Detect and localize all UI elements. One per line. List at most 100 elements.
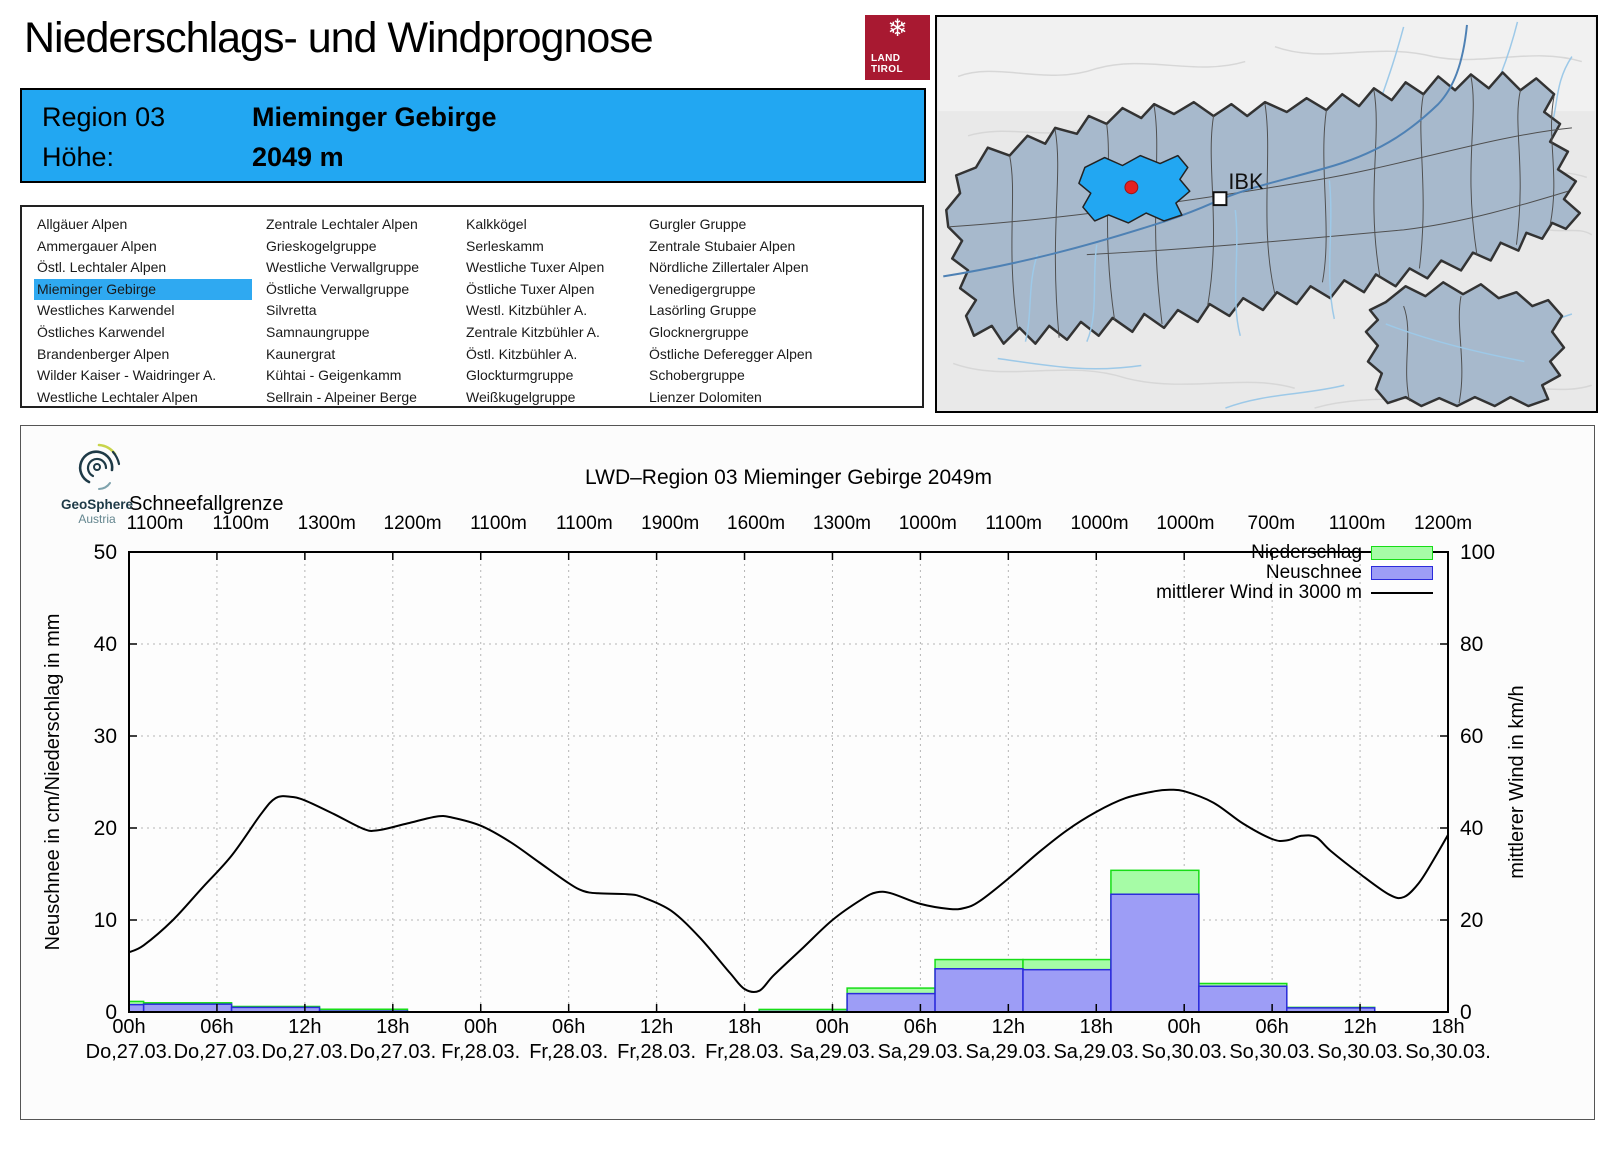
wind-line (128, 788, 1449, 994)
x-tick-hour: 06h (1255, 1016, 1288, 1038)
region-item[interactable]: Weißkugelgruppe (466, 388, 576, 405)
x-tick-date: Fr,28.03. (617, 1041, 696, 1063)
snowline-value: 1000m (899, 513, 957, 534)
region-item[interactable]: Lienzer Dolomiten (649, 388, 762, 405)
region-item[interactable]: Zentrale Kitzbühler A. (466, 323, 600, 340)
x-tick-date: So,30.03. (1229, 1041, 1315, 1063)
legend-niederschlag-label: Niederschlag (1251, 541, 1362, 563)
map-svg: IBK (938, 17, 1595, 411)
region-item[interactable]: Grieskogelgruppe (266, 237, 377, 254)
snowline-value: 1200m (1414, 513, 1472, 534)
snowline-value: 1100m (985, 513, 1042, 534)
region-item[interactable]: Silvretta (266, 302, 317, 319)
x-tick-date: So,30.03. (1141, 1041, 1227, 1063)
legend-neuschnee-label: Neuschnee (1265, 561, 1362, 583)
snow-bar (934, 968, 1024, 1013)
region-list-column: Zentrale Lechtaler Alpen Grieskogelgruppe… (263, 214, 463, 406)
x-tick-date: Fr,28.03. (705, 1041, 784, 1063)
right-axis-tick: 40 (1460, 817, 1483, 840)
left-axis-tick: 20 (94, 817, 117, 840)
region-item[interactable]: Östliche Tuxer Alpen (466, 280, 595, 297)
geosphere-mark-icon (78, 443, 121, 490)
region-item[interactable]: Nördliche Zillertaler Alpen (649, 259, 809, 276)
region-item[interactable]: Westliches Karwendel (37, 302, 175, 319)
ibk-label: IBK (1228, 169, 1264, 194)
left-axis-tick: 0 (105, 1001, 117, 1024)
region-item[interactable]: Sellrain - Alpeiner Berge (266, 388, 417, 405)
chart-title: LWD–Region 03 Mieminger Gebirge 2049m (585, 466, 992, 489)
page-title: Niederschlags- und Windprognose (24, 14, 654, 62)
x-tick-hour: 06h (552, 1016, 585, 1038)
snowline-value: 1300m (298, 513, 356, 534)
snow-bar (846, 992, 936, 1013)
geosphere-name: GeoSphere (60, 497, 134, 512)
region-item[interactable]: Ammergauer Alpen (37, 237, 157, 254)
x-tick-hour: 12h (640, 1016, 673, 1038)
x-tick-date: Do,27.03. (86, 1041, 173, 1063)
geosphere-logo: GeoSphere Austria (47, 442, 147, 526)
region-item[interactable]: Brandenberger Alpen (37, 345, 170, 362)
x-tick-date: Sa,29.03. (1053, 1041, 1139, 1063)
snow-bar (142, 1003, 233, 1013)
drau-river (1385, 323, 1525, 363)
niederschlag-swatch (1371, 545, 1433, 560)
snow-bar (1110, 893, 1200, 1013)
region-item[interactable]: Westliche Lechtaler Alpen (37, 388, 198, 405)
snow-bar (128, 1003, 145, 1013)
region-list-column: Gurgler Gruppe Zentrale Stubaier Alpen Nör… (646, 214, 916, 406)
region-item[interactable]: Gurgler Gruppe (649, 216, 747, 232)
region-item[interactable]: Glocknergruppe (649, 323, 749, 340)
region-number-label: Region 03 (42, 102, 166, 132)
x-tick-hour: 18h (728, 1016, 761, 1038)
region-item[interactable]: Kalkkögel (466, 216, 527, 232)
land-tirol-logo-text: LAND TIROL (871, 53, 903, 75)
region-item-selected[interactable]: Mieminger Gebirge (34, 278, 252, 301)
snowline-value: 1300m (813, 513, 871, 534)
region-list-column: Kalkkögel Serleskamm Westliche Tuxer Alpen… (463, 214, 646, 406)
region-item[interactable]: Kaunergrat (266, 345, 336, 362)
x-tick-hour: 06h (200, 1016, 233, 1038)
x-tick-hour: 00h (1168, 1016, 1201, 1038)
left-axis-tick: 40 (94, 633, 117, 656)
legend-wind-label: mittlerer Wind in 3000 m (1156, 581, 1362, 603)
region-item[interactable]: Glockturmgruppe (466, 367, 574, 384)
x-tick-hour: 18h (376, 1016, 409, 1038)
snowline-value: 1600m (727, 513, 785, 534)
ibk-marker (1212, 191, 1228, 207)
x-tick-hour: 12h (288, 1016, 321, 1038)
region-item[interactable]: Östliche Deferegger Alpen (649, 345, 813, 362)
region-item[interactable]: Östliche Verwallgruppe (266, 280, 410, 297)
wind-line-swatch (1371, 591, 1433, 594)
right-axis-tick: 100 (1460, 541, 1495, 564)
neuschnee-swatch (1371, 565, 1433, 580)
region-item[interactable]: Westliche Verwallgruppe (266, 259, 420, 276)
region-item[interactable]: Wilder Kaiser - Waidringer A. (37, 367, 217, 384)
region-item[interactable]: Östl. Kitzbühler A. (466, 345, 578, 362)
left-axis-tick: 50 (94, 541, 117, 564)
region-item[interactable]: Allgäuer Alpen (37, 216, 128, 232)
region-item[interactable]: Zentrale Stubaier Alpen (649, 237, 796, 254)
region-item[interactable]: Zentrale Lechtaler Alpen (266, 216, 418, 232)
x-tick-hour: 12h (1343, 1016, 1376, 1038)
region-item[interactable]: Westl. Kitzbühler A. (466, 302, 588, 319)
x-tick-hour: 00h (112, 1016, 145, 1038)
region-item[interactable]: Lasörling Gruppe (649, 302, 757, 319)
region-list: Allgäuer Alpen Ammergauer Alpen Östl. Lech… (20, 205, 924, 408)
region-item[interactable]: Östliches Karwendel (37, 323, 165, 340)
region-item[interactable]: Serleskamm (466, 237, 544, 254)
x-tick-date: Do,27.03. (349, 1041, 436, 1063)
region-item[interactable]: Kühtai - Geigenkamm (266, 367, 402, 384)
region-item[interactable]: Schobergruppe (649, 367, 745, 384)
chart-legend: Niederschlag Neuschnee mittlerer Wind in… (1156, 541, 1433, 603)
x-tick-hour: 00h (816, 1016, 849, 1038)
x-tick-hour: 18h (1431, 1016, 1464, 1038)
elevation-label: Höhe: (42, 142, 115, 172)
region-item[interactable]: Samnaungruppe (266, 323, 370, 340)
tirol-overview-map: IBK (935, 15, 1598, 413)
snowline-value: 1000m (1156, 513, 1214, 534)
region-item[interactable]: Westliche Tuxer Alpen (466, 259, 605, 276)
snowline-value: 1200m (384, 513, 442, 534)
left-axis-tick: 30 (94, 725, 117, 748)
region-item[interactable]: Östl. Lechtaler Alpen (37, 259, 167, 276)
region-item[interactable]: Venedigergruppe (649, 280, 756, 297)
